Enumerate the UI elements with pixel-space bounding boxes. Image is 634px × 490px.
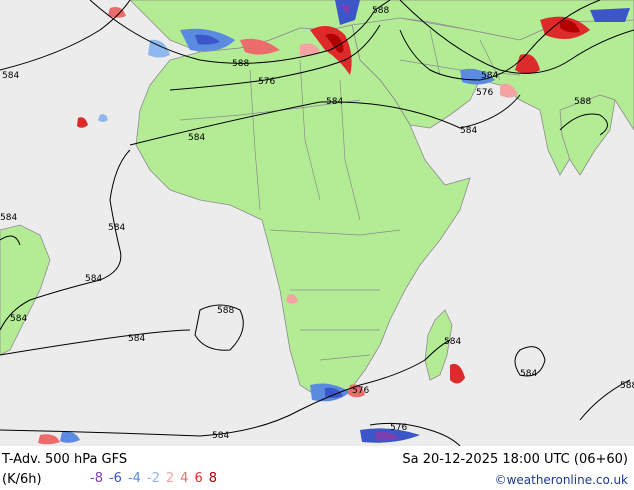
contour-label: 584	[444, 337, 461, 347]
contour-label: 588	[372, 6, 389, 16]
footer	[0, 446, 634, 490]
land-south-america	[0, 224, 51, 356]
contour-label: 584	[326, 97, 343, 107]
land-madagascar	[424, 309, 453, 381]
map-canvas: 588 588 576 584 584 584 584 584 588 584 …	[0, 0, 634, 446]
land-masses	[0, 0, 634, 399]
legend-item: -8	[90, 471, 103, 486]
legend-item: 2	[165, 471, 175, 486]
contour-label: 576	[258, 77, 275, 87]
map-title: T-Adv. 500 hPa GFS	[2, 452, 128, 467]
land-india	[559, 94, 616, 176]
legend-item: 8	[208, 471, 217, 486]
contour-label: 584	[188, 133, 205, 143]
contour-label: 588	[620, 381, 634, 391]
contour-label: 576	[352, 386, 369, 396]
color-legend: -8 -6 -4 -2 2 4 6 8	[90, 471, 223, 486]
contour-labels: 588 588 576 584 584 584 584 584 588 584 …	[0, 6, 634, 441]
land-africa	[135, 24, 471, 399]
country-borders	[179, 29, 521, 361]
contour-lines	[0, 0, 634, 446]
legend-item: 4	[180, 471, 189, 486]
contour-label: 584	[520, 369, 537, 379]
contour-label: 584	[460, 126, 477, 136]
contour-label: 588	[574, 97, 591, 107]
contour-label: 584	[85, 274, 102, 284]
legend-item: -6	[108, 471, 122, 486]
contour-label: 584	[212, 431, 229, 441]
legend-item: 6	[194, 471, 203, 486]
contour-label: 588	[232, 59, 249, 69]
legend-item: -4	[127, 471, 141, 486]
contour-label: 584	[481, 71, 498, 81]
contour-label: 584	[10, 314, 27, 324]
contour-label: 576	[390, 423, 407, 433]
contour-label: 588	[217, 306, 234, 316]
forecast-datetime: Sa 20-12-2025 18:00 UTC (06+60)	[402, 452, 628, 467]
contour-label: 576	[476, 88, 493, 98]
contour-label: 584	[108, 223, 125, 233]
map-panel: 588 588 576 584 584 584 584 584 588 584 …	[0, 0, 634, 446]
credit-link[interactable]: ©weatheronline.co.uk	[494, 473, 628, 487]
legend-item: -2	[146, 471, 160, 486]
contour-label: 584	[0, 213, 17, 223]
units-label: (K/6h)	[2, 472, 42, 487]
contour-label: 584	[2, 71, 19, 81]
contour-label: 584	[128, 334, 145, 344]
